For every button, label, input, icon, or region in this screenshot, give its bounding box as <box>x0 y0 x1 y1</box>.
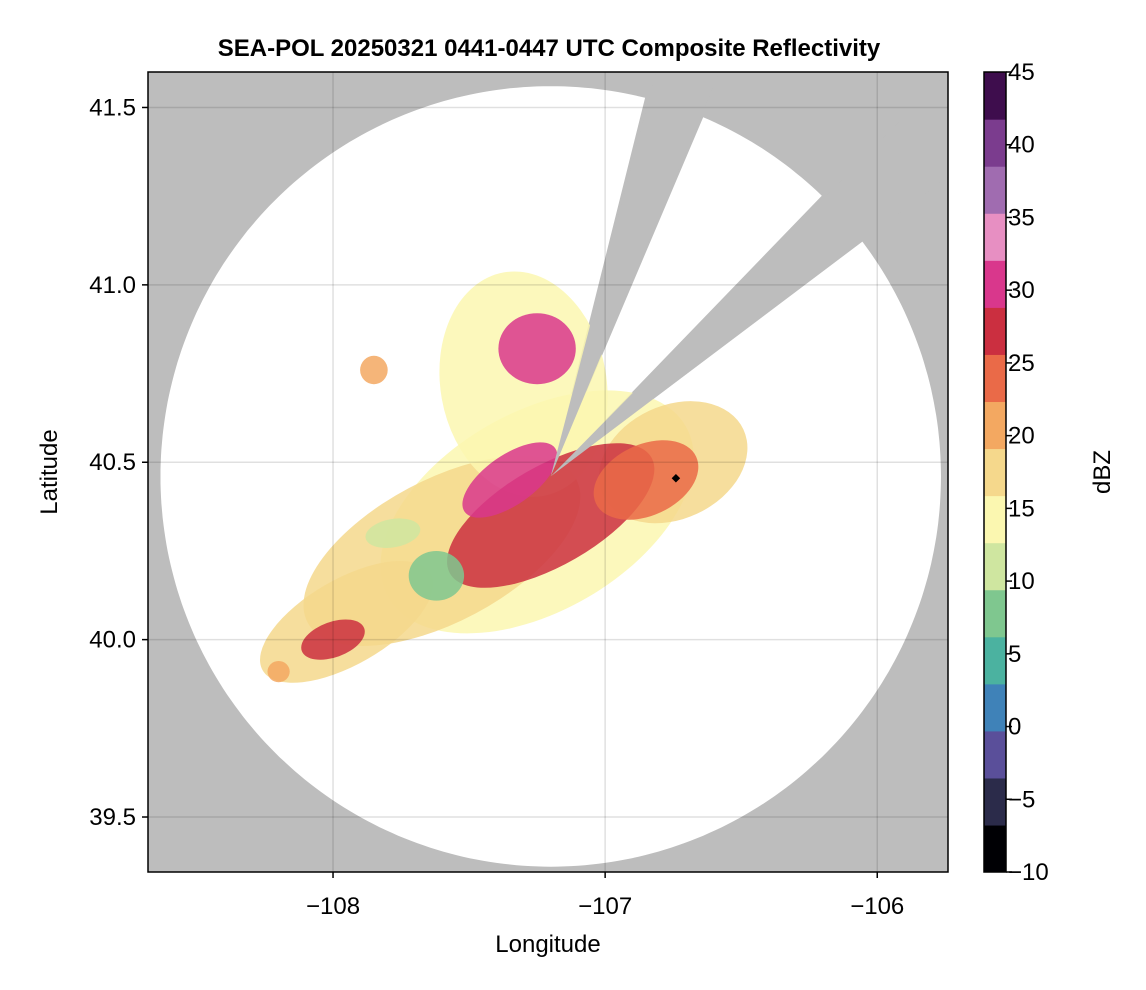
chart-title: SEA-POL 20250321 0441-0447 UTC Composite… <box>218 35 881 62</box>
y-axis: 39.5 40.0 40.5 41.0 41.5 <box>89 94 148 831</box>
x-tick-label: −106 <box>850 893 904 920</box>
x-tick-label: −108 <box>306 893 360 920</box>
colorbar-segment <box>984 542 1006 591</box>
colorbar-tick-label: −5 <box>1008 786 1035 813</box>
plot-frame <box>147 71 949 873</box>
echo-region <box>365 518 421 548</box>
colorbar-segment <box>984 260 1006 308</box>
colorbar-tick-label: 30 <box>1008 277 1035 304</box>
colorbar-segment <box>984 448 1006 497</box>
colorbar-segment <box>984 777 1006 826</box>
colorbar-label: dBZ <box>1089 450 1116 494</box>
colorbar-tick-label: 20 <box>1008 423 1035 450</box>
y-tick-label: 41.0 <box>89 272 136 299</box>
echo-region <box>267 661 290 683</box>
y-tick-label: 40.0 <box>89 627 136 654</box>
echo-region <box>360 355 388 385</box>
station-marker <box>671 473 681 483</box>
colorbar-tick-label: 10 <box>1008 568 1035 595</box>
echo-region <box>593 440 699 520</box>
colorbar-segment <box>984 354 1006 403</box>
y-tick-label: 40.5 <box>89 449 136 476</box>
colorbar-segment <box>984 824 1006 872</box>
colorbar-ticks: −10 −5 0 5 10 15 20 25 30 35 40 45 <box>1006 59 1049 886</box>
colorbar-segment <box>984 307 1006 355</box>
plot-area <box>148 72 948 872</box>
blocked-sector <box>550 72 948 477</box>
blocked-sector <box>550 72 720 477</box>
colorbar-tick-label: 45 <box>1008 59 1035 86</box>
colorbar <box>984 72 1006 872</box>
x-tick-label: −107 <box>578 893 632 920</box>
echo-region <box>462 442 558 518</box>
echo-region <box>301 619 365 660</box>
colorbar-segment <box>984 213 1006 261</box>
echo-region <box>408 551 465 601</box>
x-axis-label: Longitude <box>495 931 600 958</box>
x-axis: −108 −107 −106 <box>306 872 904 920</box>
colorbar-tick-label: 0 <box>1008 714 1021 741</box>
colorbar-tick-label: 5 <box>1008 641 1021 668</box>
colorbar-segment <box>984 589 1006 638</box>
colorbar-tick-label: −10 <box>1008 859 1049 886</box>
colorbar-frame <box>983 71 1007 873</box>
echo-layer <box>260 72 948 683</box>
colorbar-tick-label: 15 <box>1008 495 1035 522</box>
colorbar-tick-label: 40 <box>1008 132 1035 159</box>
colorbar-segment <box>984 119 1006 167</box>
echo-region <box>498 313 576 385</box>
y-tick-label: 41.5 <box>89 94 136 121</box>
colorbar-segment <box>984 636 1006 685</box>
colorbar-segment <box>984 730 1006 779</box>
colorbar-tick-label: 25 <box>1008 350 1035 377</box>
colorbar-tick-label: 35 <box>1008 204 1035 231</box>
colorbar-segment <box>984 683 1006 732</box>
grid-lines <box>148 72 948 872</box>
colorbar-segment <box>984 166 1006 214</box>
y-tick-label: 39.5 <box>89 804 136 831</box>
colorbar-segment <box>984 72 1006 120</box>
colorbar-segment <box>984 495 1006 544</box>
colorbar-segment <box>984 401 1006 450</box>
y-axis-label: Latitude <box>36 429 63 514</box>
